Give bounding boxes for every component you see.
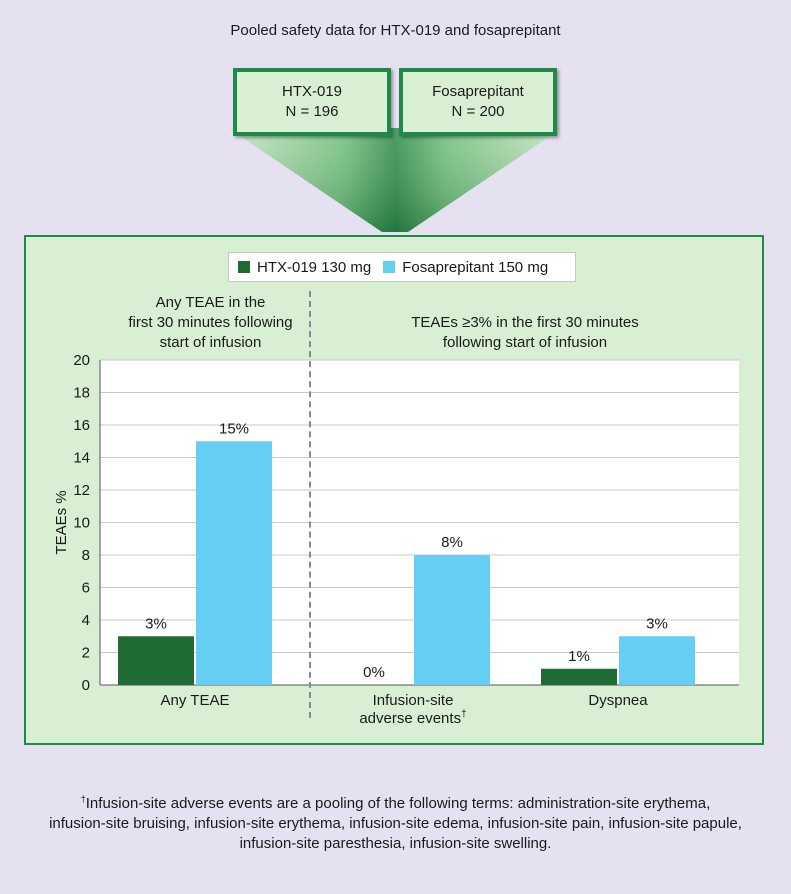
bar-fos [196,441,272,685]
y-tick-label: 16 [73,417,90,434]
legend-label-fos: Fosaprepitant 150 mg [402,258,549,276]
y-tick-label: 8 [82,547,90,564]
legend: HTX-019 130 mg Fosaprepitant 150 mg [228,252,576,282]
y-tick-label: 10 [73,515,90,532]
right-panel-title-line: following start of infusion [442,334,608,351]
footnote: †Infusion-site adverse events are a pool… [0,789,791,854]
dagger-mark: † [461,709,467,720]
fosaprepitant-group-box: Fosaprepitant N = 200 [399,68,557,136]
section-divider [309,291,311,718]
bar-fos [619,636,695,685]
legend-label-htx: HTX-019 130 mg [257,258,372,276]
group-name: Fosaprepitant [432,83,524,100]
data-label: 3% [145,615,167,632]
group-name: HTX-019 [281,83,343,100]
group-n: N = 196 [285,103,339,120]
group-n: N = 200 [451,103,505,120]
y-tick-label: 12 [73,482,90,499]
y-tick-label: 0 [82,677,90,694]
right-panel-title-line: TEAEs ≥3% in the first 30 minutes [411,314,639,331]
legend-item-fos: Fosaprepitant 150 mg [383,259,548,276]
y-tick-label: 20 [73,352,90,369]
data-label: 3% [646,615,668,632]
y-tick-label: 2 [82,645,90,662]
y-tick-label: 6 [82,580,90,597]
x-category-label: Any TEAE [161,692,230,709]
footnote-line: infusion-site paresthesia, infusion-site… [239,835,552,852]
footnote-line: †Infusion-site adverse events are a pool… [80,794,711,812]
right-panel-title: TEAEs ≥3% in the first 30 minutes follow… [360,313,690,353]
data-label: 8% [441,534,463,551]
y-tick-label: 18 [73,385,90,402]
data-label: 0% [363,664,385,681]
y-tick-label: 14 [73,450,90,467]
legend-item-htx: HTX-019 130 mg [238,259,371,276]
x-category-label: Dyspnea [588,692,648,709]
bar-htx [541,668,617,685]
y-axis-label: TEAEs % [53,490,70,554]
funnel-graphic [228,128,562,232]
y-tick-label: 4 [82,612,90,629]
htx-019-group-box: HTX-019 N = 196 [233,68,391,136]
x-category-label: adverse events† [359,709,466,727]
bar-fos [414,555,490,685]
bar-htx [118,636,194,685]
left-panel-title-line: start of infusion [159,334,262,351]
dagger-mark: † [80,794,86,804]
left-panel-title-line: first 30 minutes following [128,314,293,331]
x-category-label: Infusion-site [373,692,454,709]
left-panel-title-line: Any TEAE in the [155,294,266,311]
figure-title: Pooled safety data for HTX-019 and fosap… [230,22,561,39]
data-label: 1% [568,648,590,665]
left-panel-title: Any TEAE in the first 30 minutes followi… [118,293,303,353]
legend-swatch-fos [383,261,396,273]
footnote-line: infusion-site bruising, infusion-site er… [49,815,742,832]
data-label: 15% [219,420,249,437]
legend-swatch-htx [238,261,250,273]
